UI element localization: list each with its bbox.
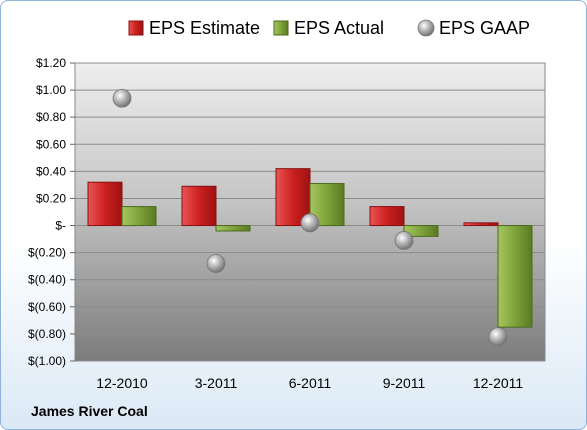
legend-label: EPS GAAP	[439, 18, 530, 38]
marker-eps-gaap	[394, 231, 414, 250]
legend-label: EPS Estimate	[149, 18, 260, 38]
x-tick-label: 9-2011	[383, 375, 426, 391]
bar-eps-estimate	[181, 185, 217, 227]
bar-eps-actual	[215, 225, 251, 232]
y-tick-label: $0.20	[36, 191, 66, 205]
y-tick-label: $0.80	[36, 110, 66, 124]
y-tick-label: $-	[55, 219, 66, 233]
y-tick-label: $0.40	[36, 164, 66, 178]
y-tick-label: $0.60	[36, 137, 66, 151]
bar-eps-estimate	[87, 181, 123, 227]
y-axis: $1.20 $1.00 $0.80 $0.60 $0.40 $0.20 $- $(0.20) $…	[28, 56, 75, 368]
y-tick-label: $(0.20)	[28, 246, 66, 260]
x-axis: 12-2010 3-2011 6-2011 9-2011 12-2011	[96, 375, 523, 391]
legend-label: EPS Actual	[294, 18, 384, 38]
company-name: James River Coal	[31, 403, 148, 419]
bar-eps-estimate	[369, 206, 405, 227]
marker-eps-gaap	[300, 213, 320, 233]
y-tick-label: $1.20	[36, 56, 66, 70]
marker-series	[112, 88, 508, 347]
y-tick-label: $1.00	[36, 83, 66, 97]
y-tick-label: $(0.40)	[28, 273, 66, 287]
x-tick-label: 12-2011	[473, 375, 524, 391]
chart-legend: EPS Estimate EPS Actual EPS GAAP	[128, 18, 530, 38]
bar-eps-actual	[497, 225, 533, 328]
y-tick-label: $(0.60)	[28, 300, 66, 314]
marker-eps-gaap	[488, 327, 508, 347]
legend-swatch	[273, 20, 289, 36]
x-tick-label: 6-2011	[289, 375, 332, 391]
marker-eps-gaap	[206, 254, 226, 273]
y-tick-label: $(1.00)	[28, 354, 66, 368]
bar-series	[87, 168, 533, 328]
y-tick-label: $(0.80)	[28, 327, 66, 341]
bar-eps-actual	[121, 206, 157, 227]
bar-eps-actual	[403, 225, 439, 237]
legend-swatch	[128, 20, 144, 36]
bar-eps-estimate	[463, 222, 499, 227]
legend-swatch	[417, 19, 435, 37]
x-tick-label: 3-2011	[195, 375, 238, 391]
x-tick-label: 12-2010	[96, 375, 148, 391]
marker-eps-gaap	[112, 88, 132, 108]
